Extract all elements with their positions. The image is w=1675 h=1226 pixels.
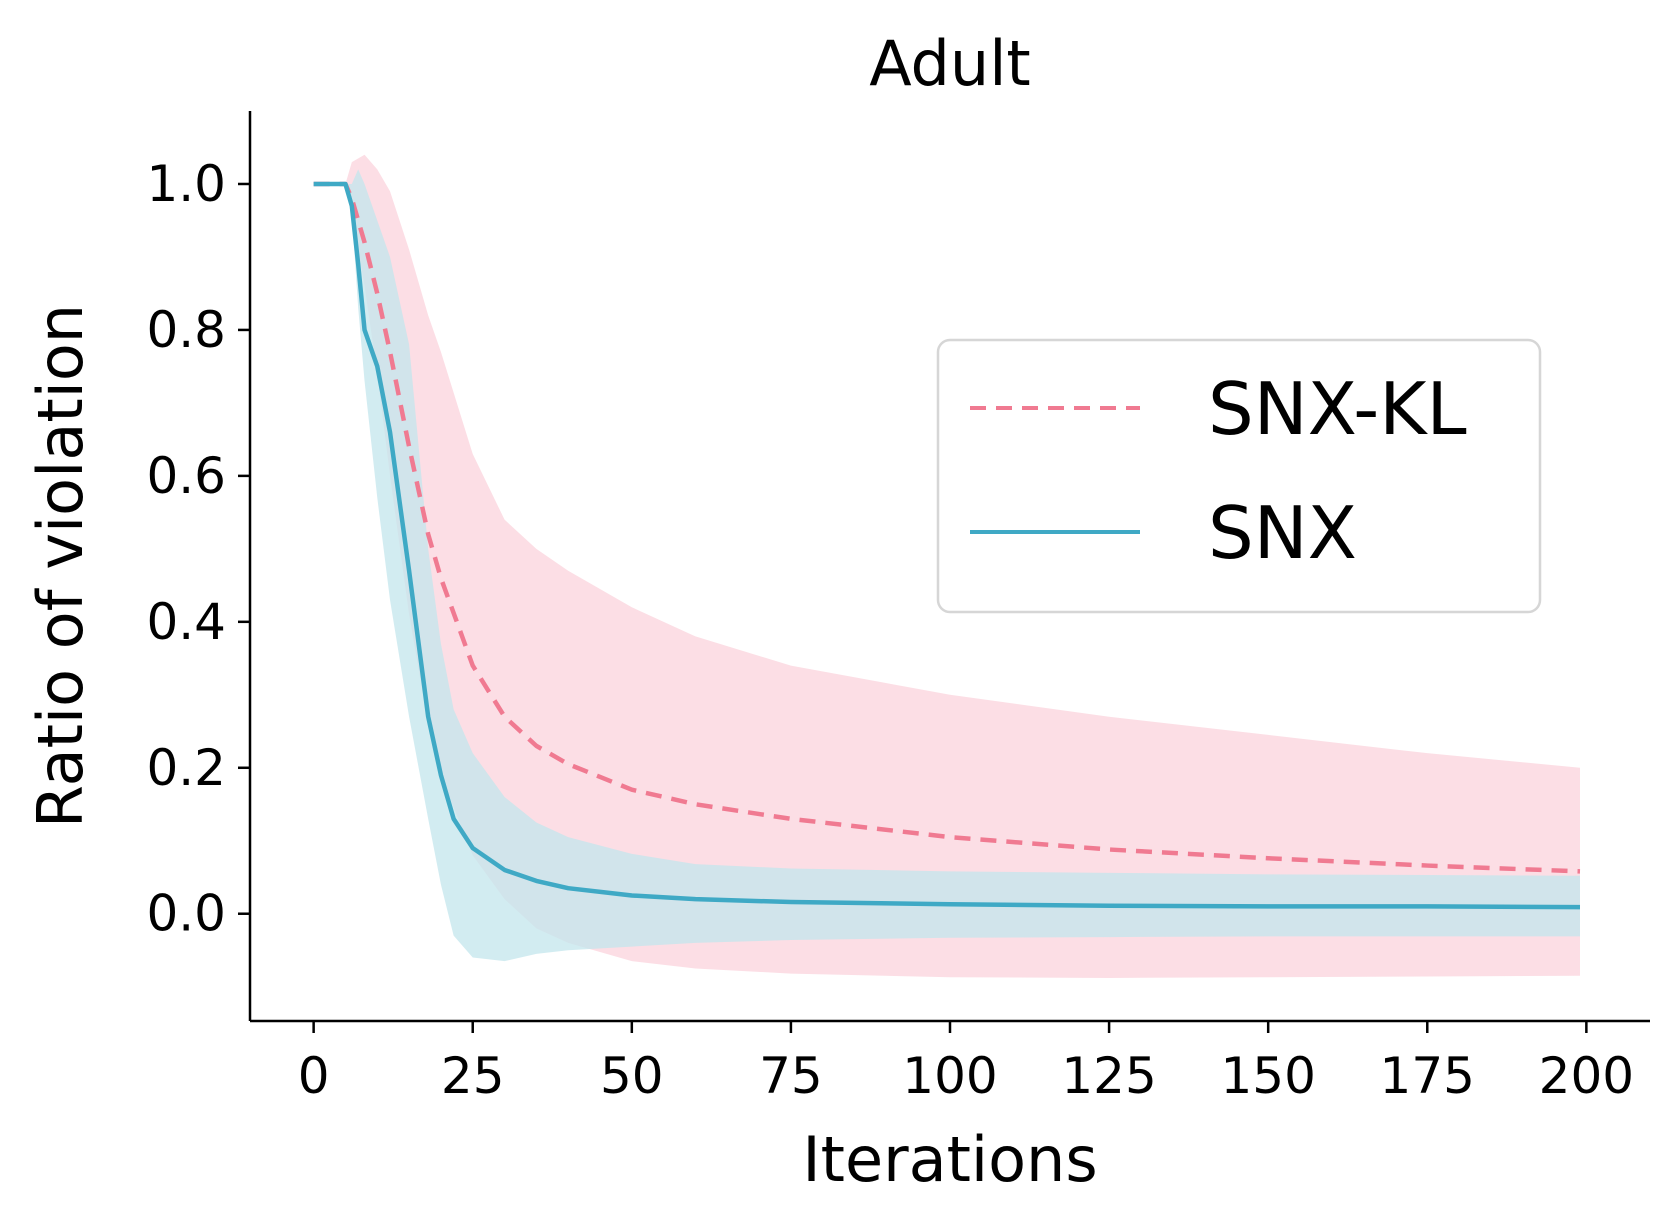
point-snx-kl-15 [789, 817, 793, 821]
point-snx-kl-6 [407, 445, 411, 449]
point-snx-kl-9 [471, 664, 475, 668]
point-snx-kl-8 [439, 576, 443, 580]
x-tick-label: 75 [759, 1047, 823, 1105]
line-snx [313, 181, 1581, 910]
x-tick-label: 200 [1539, 1047, 1634, 1105]
point-snx-7 [407, 569, 411, 573]
confidence-bands [313, 154, 1580, 978]
y-tick-label: 0.0 [146, 885, 226, 943]
x-tick-label: 175 [1380, 1047, 1475, 1105]
point-snx-11 [471, 846, 475, 850]
y-tick-label: 0.4 [146, 593, 226, 651]
x-axis-label: Iterations [802, 1123, 1097, 1196]
point-snx-13 [534, 879, 538, 883]
point-snx-5 [375, 364, 379, 368]
point-snx-12 [503, 868, 507, 872]
point-snx-kl-16 [948, 835, 952, 839]
band-snx [313, 169, 1580, 962]
point-snx-19 [1107, 904, 1111, 908]
point-snx-16 [693, 897, 697, 901]
x-tick-label: 100 [902, 1047, 997, 1105]
point-snx-6 [388, 430, 392, 434]
x-tick-label: 25 [441, 1047, 505, 1105]
point-snx-kl-12 [566, 762, 570, 766]
x-tick-label: 0 [298, 1047, 330, 1105]
x-tick-label: 125 [1061, 1047, 1156, 1105]
x-ticks: 0 25 50 75 100 125 150 175 200 [298, 1021, 1634, 1105]
point-snx-kl-5 [388, 350, 392, 354]
point-snx-kl-19 [1425, 864, 1429, 868]
point-snx-kl-7 [426, 532, 430, 536]
y-axis-label: Ratio of violation [24, 304, 97, 828]
legend-label-snx-kl: SNX-KL [1208, 367, 1467, 451]
point-snx-17 [789, 900, 793, 904]
point-snx-0 [312, 182, 316, 186]
point-snx-kl-17 [1107, 848, 1111, 852]
x-tick-label: 150 [1220, 1047, 1315, 1105]
point-snx-22 [1578, 905, 1582, 909]
point-snx-4 [363, 328, 367, 332]
legend: SNX-KL SNX [936, 338, 1542, 614]
point-snx-8 [426, 715, 430, 719]
y-tick-label: 0.6 [146, 447, 226, 505]
point-snx-1 [343, 182, 347, 186]
point-snx-21 [1425, 904, 1429, 908]
point-snx-2 [350, 204, 354, 208]
point-snx-18 [948, 902, 952, 906]
chart-title: Adult [869, 27, 1031, 100]
point-snx-kl-20 [1578, 869, 1582, 873]
legend-label-snx: SNX [1208, 491, 1357, 575]
point-snx-20 [1266, 904, 1270, 908]
point-snx-kl-3 [363, 240, 367, 244]
line-snx-kl [313, 181, 1581, 874]
point-snx-kl-18 [1266, 856, 1270, 860]
y-tick-label: 0.2 [146, 739, 226, 797]
y-ticks: 0.0 0.2 0.4 0.6 0.8 1.0 [146, 155, 250, 943]
point-snx-14 [566, 886, 570, 890]
band-snx-kl [313, 154, 1580, 978]
point-snx-kl-4 [375, 291, 379, 295]
y-tick-label: 1.0 [146, 155, 226, 213]
point-snx-15 [630, 893, 634, 897]
point-snx-9 [439, 773, 443, 777]
point-snx-kl-10 [503, 715, 507, 719]
series-lines [312, 181, 1582, 910]
point-snx-3 [356, 262, 360, 266]
point-snx-10 [452, 817, 456, 821]
point-snx-kl-14 [693, 802, 697, 806]
x-tick-label: 50 [600, 1047, 664, 1105]
point-snx-kl-13 [630, 788, 634, 792]
y-tick-label: 0.8 [146, 301, 226, 359]
point-snx-kl-11 [534, 744, 538, 748]
